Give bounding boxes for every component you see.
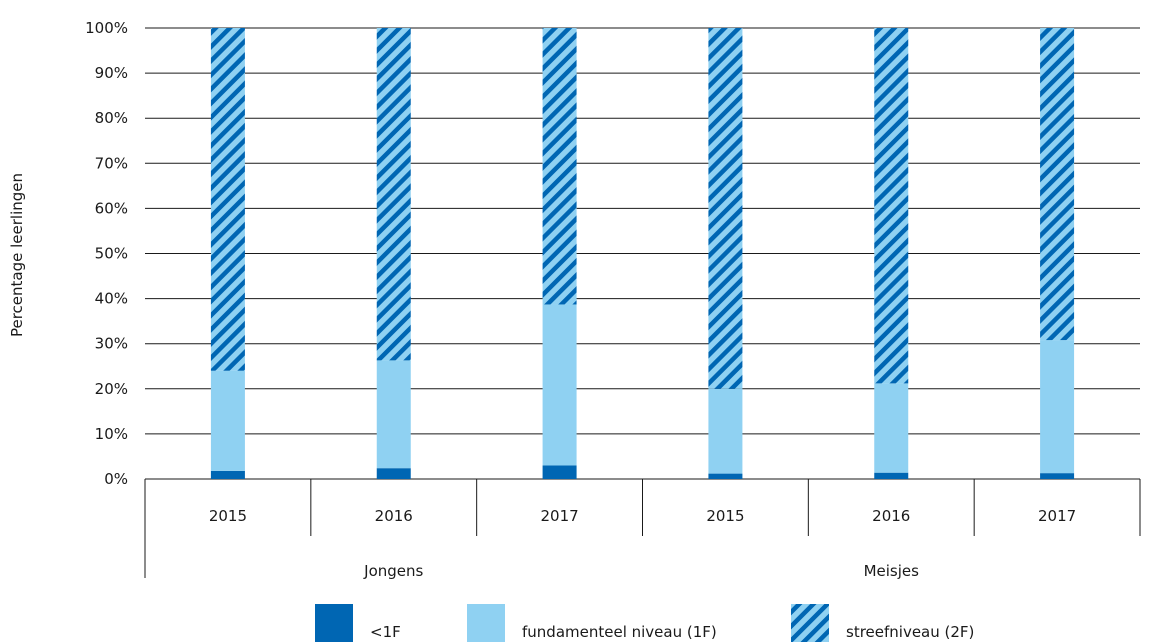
legend-swatch	[467, 604, 505, 642]
y-tick-label: 20%	[95, 380, 128, 398]
bar-segment	[210, 28, 245, 371]
bar-segment	[708, 388, 743, 474]
legend-swatch	[791, 604, 829, 642]
legend-swatch	[315, 604, 353, 642]
bar-segment	[708, 473, 743, 479]
y-tick-label: 60%	[95, 199, 128, 217]
x-tick-label: 2016	[375, 507, 413, 525]
y-axis-ticks: 0% 10% 20% 30% 40% 50% 60% 70% 80% 90% 100%	[85, 19, 128, 488]
y-tick-label: 40%	[95, 290, 128, 308]
y-tick-label: 90%	[95, 64, 128, 82]
bar-segment	[542, 304, 577, 466]
bar-segment	[376, 28, 411, 361]
bar-segment	[210, 470, 245, 479]
bars	[210, 28, 1075, 479]
bar-segment	[376, 468, 411, 479]
legend: <1F fundamenteel niveau (1F) streefniveau …	[315, 604, 974, 642]
y-tick-label: 10%	[95, 425, 128, 443]
y-tick-label: 0%	[104, 470, 128, 488]
x-tick-label: 2015	[706, 507, 744, 525]
bar-segment	[1040, 340, 1075, 474]
y-tick-label: 50%	[95, 245, 128, 263]
x-tick-label: 2017	[540, 507, 578, 525]
y-tick-label: 30%	[95, 335, 128, 353]
x-axis-table: 2015 2016 2017 2015 2016 2017 Jongens Meisjes	[144, 479, 1141, 580]
legend-label: streefniveau (2F)	[846, 623, 974, 641]
bar-segment	[874, 383, 909, 473]
gridlines	[145, 27, 1140, 480]
y-tick-label: 80%	[95, 109, 128, 127]
legend-label: fundamenteel niveau (1F)	[522, 623, 717, 641]
y-axis-label: Percentage leerlingen	[8, 173, 26, 337]
bar-segment	[708, 28, 743, 389]
bar-segment	[210, 370, 245, 471]
y-tick-label: 70%	[95, 154, 128, 172]
bar-segment	[542, 465, 577, 479]
bar-segment	[376, 360, 411, 469]
x-tick-label: 2017	[1038, 507, 1076, 525]
x-tick-label: 2016	[872, 507, 910, 525]
legend-label: <1F	[370, 623, 401, 641]
bar-segment	[542, 28, 577, 305]
x-tick-label: 2015	[209, 507, 247, 525]
y-tick-label: 100%	[85, 19, 128, 37]
bar-segment	[874, 472, 909, 479]
bar-segment	[1040, 28, 1075, 341]
group-label: Jongens	[363, 562, 423, 580]
bar-segment	[874, 28, 909, 384]
group-label: Meisjes	[864, 562, 920, 580]
bar-segment	[1040, 473, 1075, 479]
